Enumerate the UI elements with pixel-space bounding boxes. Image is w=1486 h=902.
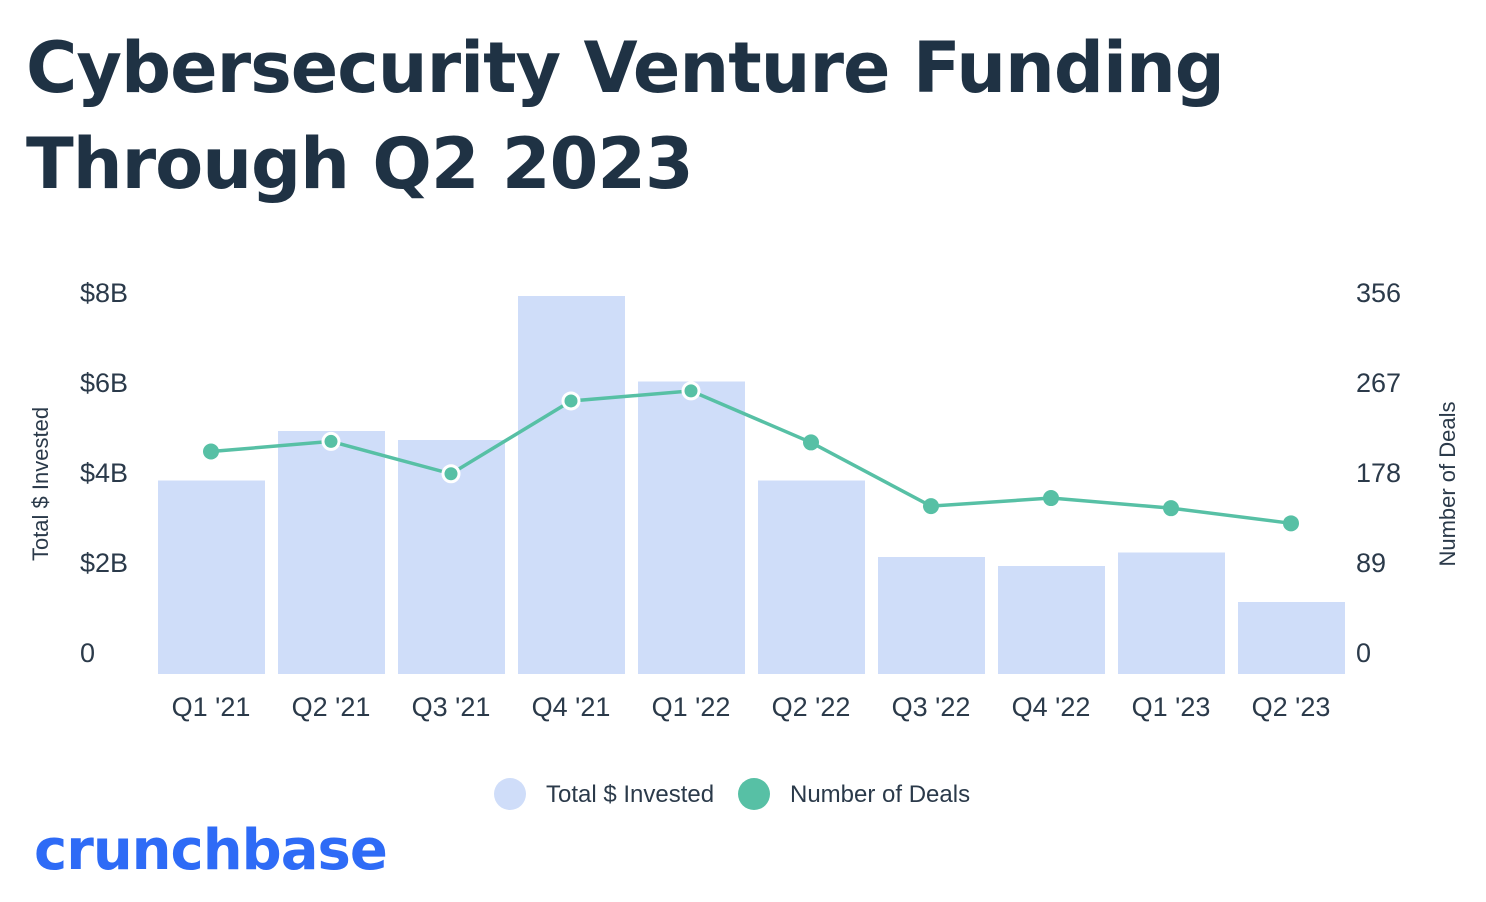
bar	[878, 557, 985, 674]
x-tick-label: Q2 '23	[1252, 692, 1331, 722]
deals-line	[210, 389, 1292, 526]
bar	[518, 296, 625, 674]
y-tick-label: $2B	[80, 548, 128, 578]
deals-point	[1283, 515, 1299, 532]
y-right-tick-label: 0	[1356, 638, 1371, 668]
legend-label: Total $ Invested	[546, 781, 714, 808]
x-tick-label: Q1 '23	[1132, 692, 1211, 722]
legend-label: Number of Deals	[790, 781, 970, 808]
deals-point	[203, 443, 219, 460]
y-right-tick-label: 267	[1356, 368, 1401, 398]
bar	[758, 480, 865, 674]
bar	[158, 480, 265, 674]
deals-point	[321, 431, 341, 451]
x-tick-label: Q3 '22	[892, 692, 971, 722]
y-tick-label: $4B	[80, 458, 128, 488]
x-tick-label: Q1 '22	[652, 692, 731, 722]
bar	[1238, 602, 1345, 674]
bar	[278, 431, 385, 674]
y-right-axis-label: Number of Deals	[1435, 401, 1460, 566]
bar	[998, 566, 1105, 674]
x-tick-label: Q2 '22	[772, 692, 851, 722]
x-tick-label: Q4 '21	[532, 692, 611, 722]
bar	[1118, 552, 1225, 674]
legend-swatch-invested	[494, 778, 526, 810]
x-tick-label: Q3 '21	[412, 692, 491, 722]
y-right-tick-label: 356	[1356, 278, 1401, 308]
bar	[638, 381, 745, 674]
x-tick-label: Q2 '21	[292, 692, 371, 722]
crunchbase-logo: crunchbase	[34, 818, 388, 883]
x-tick-label: Q4 '22	[1012, 692, 1091, 722]
deals-point	[441, 464, 461, 484]
deals-point	[923, 498, 939, 515]
chart-title: Cybersecurity Venture Funding Through Q2…	[26, 27, 1225, 205]
y-tick-label: $6B	[80, 368, 128, 398]
deals-point	[561, 391, 581, 411]
deals-point	[681, 381, 701, 401]
y-axis-label: Total $ Invested	[28, 407, 53, 561]
x-tick-label: Q1 '21	[172, 692, 251, 722]
legend-swatch-deals	[738, 778, 770, 810]
deals-point	[1043, 490, 1059, 507]
y-right-tick-label: 178	[1356, 458, 1401, 488]
y-tick-label: $8B	[80, 278, 128, 308]
y-tick-label: 0	[80, 638, 95, 668]
deals-point	[803, 434, 819, 451]
deals-point	[1163, 500, 1179, 517]
y-right-tick-label: 89	[1356, 548, 1386, 578]
